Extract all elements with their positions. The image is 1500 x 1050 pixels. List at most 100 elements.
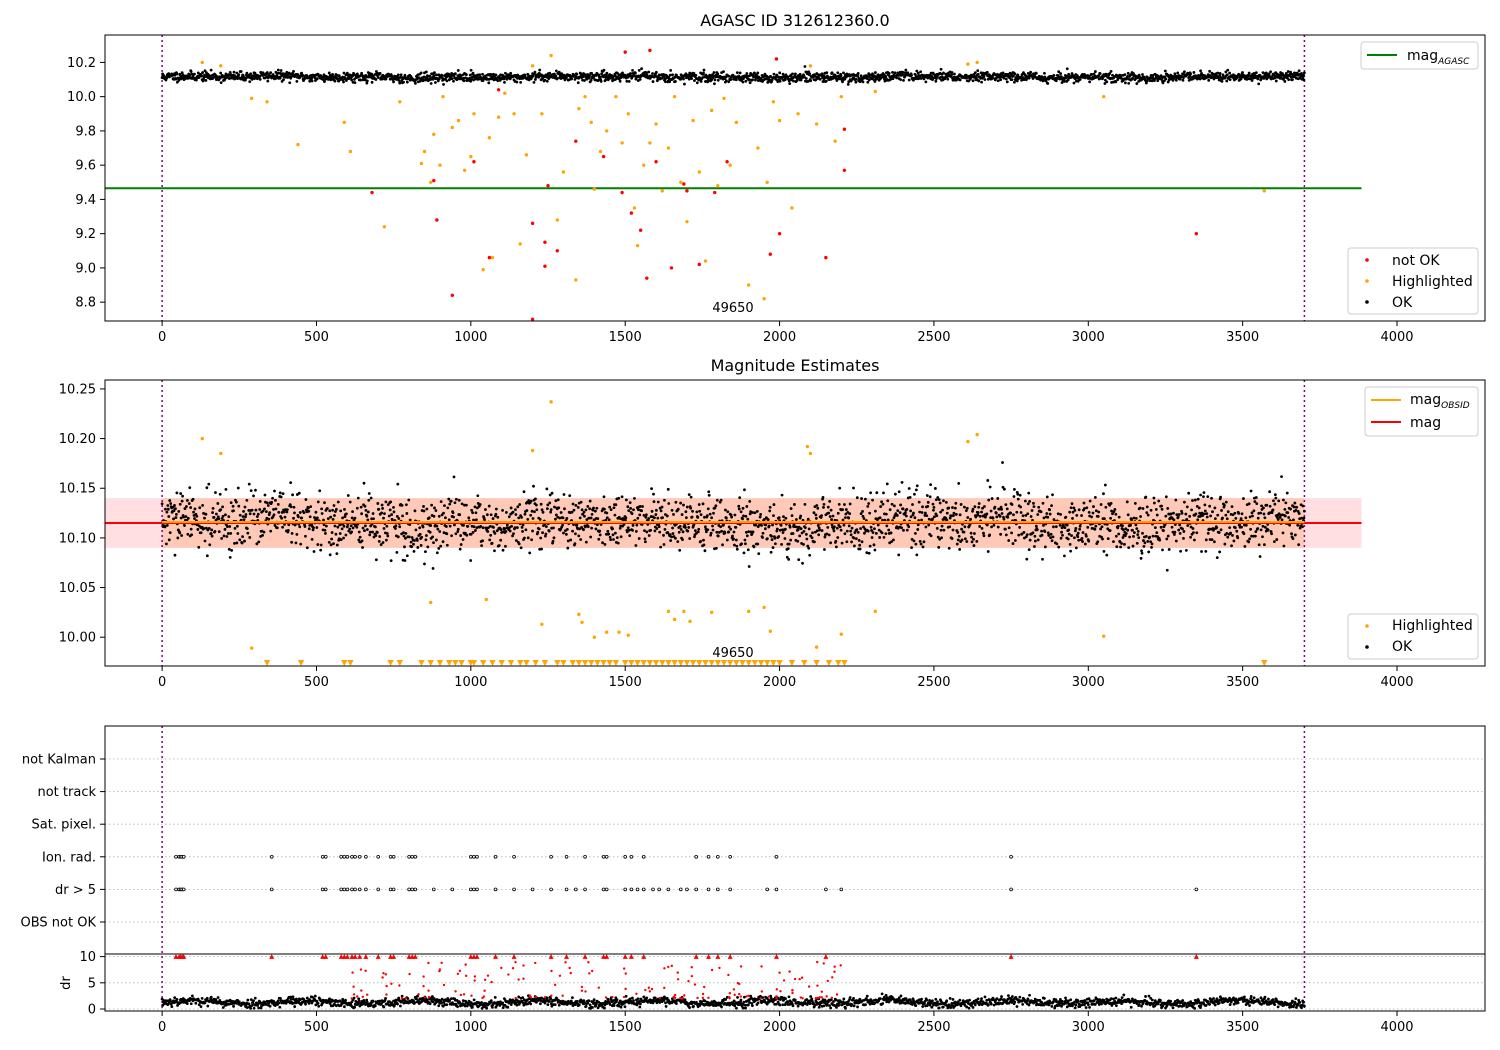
ok-point (557, 506, 561, 510)
highlighted-point (746, 283, 751, 287)
ok-point (178, 531, 182, 535)
ok-point (725, 538, 729, 542)
ok-point (407, 498, 411, 502)
ok-point (323, 501, 326, 505)
ok-point (249, 489, 253, 493)
ok-point (633, 496, 636, 500)
ok-point (606, 529, 610, 533)
ok-point (907, 78, 911, 82)
ok-point (1109, 516, 1113, 520)
ok-point (481, 539, 484, 543)
ok-point (1258, 555, 1262, 558)
ok-point (717, 530, 721, 534)
panel-estimates-title: Magnitude Estimates (711, 356, 880, 375)
highlighted-point (484, 597, 488, 602)
highlighted-point (833, 139, 837, 143)
ok-point (471, 511, 474, 515)
ok-point (653, 516, 656, 520)
ok-point (1021, 514, 1025, 518)
ok-point (1263, 525, 1267, 529)
ok-point (952, 511, 956, 515)
ok-point (830, 523, 834, 527)
ok-point (939, 510, 943, 514)
ok-point (179, 492, 183, 495)
ok-point (584, 73, 587, 77)
highlighted-point (219, 451, 223, 456)
ok-point (425, 507, 429, 511)
ok-point (522, 490, 526, 494)
ok-point (385, 532, 389, 535)
ok-point (583, 514, 586, 518)
ok-point (1286, 511, 1290, 515)
ok-point (1027, 548, 1031, 551)
ok-point (798, 534, 802, 538)
ok-point (927, 523, 931, 527)
ok-point (605, 71, 609, 75)
ok-point (233, 541, 236, 545)
ok-point (1103, 517, 1106, 520)
ok-point (453, 523, 456, 527)
ok-point (533, 70, 537, 74)
ok-point (1132, 516, 1136, 520)
ok-point (767, 524, 771, 528)
highlighted-point (524, 153, 529, 157)
ok-point (545, 79, 549, 83)
ok-point (515, 526, 519, 529)
ok-point (320, 512, 324, 515)
ok-point (246, 531, 250, 535)
ok-point (769, 550, 773, 554)
ok-point (1115, 545, 1119, 549)
highlighted-point (626, 633, 630, 637)
ok-point (592, 506, 595, 510)
ok-point (867, 551, 871, 555)
panel-agasc-y-tick-label: 9.4 (75, 193, 96, 208)
panel-agasc: AGASC ID 312612360.0 0 500 1000 1500 2000 250… (67, 11, 1486, 345)
ok-point (353, 516, 357, 520)
ok-point (804, 532, 808, 536)
ok-point (367, 492, 371, 495)
ok-point (1034, 524, 1038, 528)
ok-point (913, 516, 917, 520)
ok-point (496, 79, 500, 83)
ok-point (899, 78, 903, 82)
ok-point (228, 525, 232, 528)
highlighted-point (589, 120, 593, 125)
ok-point (444, 516, 447, 520)
ok-point (504, 530, 508, 533)
ok-point (837, 503, 841, 506)
ok-point (376, 76, 380, 79)
ok-point (886, 518, 890, 522)
ok-point (220, 516, 224, 520)
ok-point (763, 527, 767, 531)
ok-point (1072, 506, 1076, 510)
highlighted-point (746, 609, 751, 614)
ok-point (565, 517, 569, 520)
ok-point (201, 503, 204, 507)
ok-point (388, 508, 392, 512)
ok-point (334, 510, 337, 513)
ok-point (546, 503, 550, 507)
ok-point (402, 534, 406, 538)
ok-point (634, 77, 638, 81)
ok-point (263, 493, 267, 497)
ok-point (1231, 513, 1235, 517)
ok-point (517, 516, 521, 520)
ok-point (421, 525, 425, 529)
ok-point (1215, 556, 1219, 560)
highlighted-point (496, 115, 501, 119)
ok-point (1114, 80, 1118, 84)
ok-point (1100, 525, 1104, 529)
ok-point (834, 545, 838, 549)
ok-point (489, 513, 493, 517)
ok-point (288, 503, 292, 507)
highlighted-point (577, 106, 581, 111)
ok-point (1109, 502, 1113, 505)
ok-point (806, 517, 810, 521)
ok-point (914, 488, 918, 492)
ok-point (827, 511, 831, 515)
ok-point (1092, 505, 1095, 508)
ok-point (336, 525, 340, 529)
ok-point (611, 527, 614, 531)
ok-point (235, 541, 239, 545)
ok-point (714, 504, 718, 508)
